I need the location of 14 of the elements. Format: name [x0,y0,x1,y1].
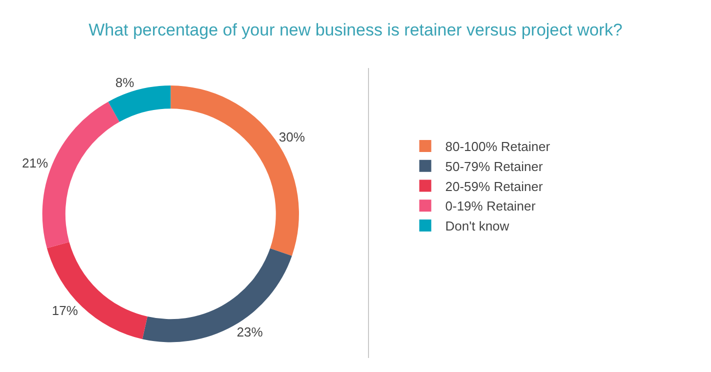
legend-label: 50-79% Retainer [445,158,544,174]
data-label: 23% [236,324,264,340]
chart-title: What percentage of your new business is retainer versus project work? [88,20,622,40]
data-label: 21% [22,156,49,171]
legend-label: 80-100% Retainer [445,139,551,154]
donut-slice [108,86,171,122]
data-label: 8% [115,75,135,90]
donut-slice [142,248,292,342]
legend-label: Don't know [445,218,510,234]
legend-label: 0-19% Retainer [445,198,536,214]
data-label: 17% [52,303,78,318]
legend-label: 20-59% Retainer [445,178,544,194]
data-label: 30% [278,129,306,144]
donut-slice [46,242,148,340]
